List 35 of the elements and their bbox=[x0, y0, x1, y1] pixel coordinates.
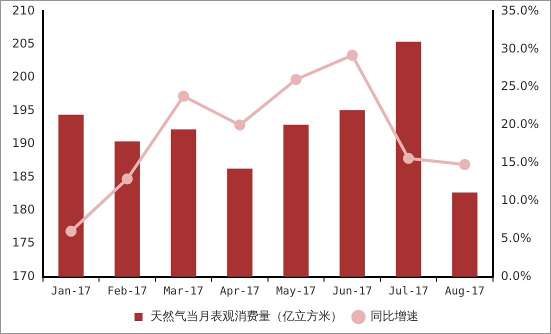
point bbox=[459, 158, 470, 170]
y2-tick-label: 15.0% bbox=[500, 155, 540, 170]
y-tick-label: 200 bbox=[12, 70, 35, 84]
x-tick-label: Apr-17 bbox=[220, 284, 260, 298]
x-tick-label: Jul-17 bbox=[388, 284, 428, 298]
x-tick-label: Jun-17 bbox=[332, 284, 372, 298]
y2-tick-label: 20.0% bbox=[500, 117, 540, 132]
y-tick-label: 195 bbox=[12, 102, 35, 117]
y-tick-label: 175 bbox=[12, 236, 35, 250]
point bbox=[122, 173, 133, 184]
point bbox=[346, 50, 358, 61]
y2-tick-label: 35.0% bbox=[500, 3, 540, 18]
point bbox=[290, 74, 302, 85]
x-tick-label: Mar-17 bbox=[164, 284, 204, 298]
point bbox=[234, 120, 246, 131]
y2-tick-label: 30.0% bbox=[500, 41, 540, 56]
y-tick-label: 205 bbox=[12, 36, 35, 51]
point bbox=[66, 226, 77, 237]
point bbox=[178, 90, 190, 102]
x-tick-label: Feb-17 bbox=[107, 284, 148, 298]
y2-tick-label: 25.0% bbox=[500, 79, 540, 94]
point bbox=[403, 152, 414, 164]
legend-label: 天然气当月表观消费量（亿立方米） bbox=[150, 309, 342, 324]
y-tick-label: 170 bbox=[12, 268, 35, 283]
y-tick-label: 180 bbox=[12, 202, 35, 217]
x-tick-label: Aug-17 bbox=[444, 284, 485, 298]
y-tick-label: 210 bbox=[12, 3, 35, 18]
y2-tick-label: 0.0% bbox=[500, 268, 532, 283]
y2-tick-label: 10.0% bbox=[500, 193, 540, 208]
x-tick-label: May-17 bbox=[276, 284, 316, 298]
x-tick-label: Jan-17 bbox=[51, 284, 91, 298]
y-tick-label: 190 bbox=[12, 136, 35, 150]
legend-label: 同比增速 bbox=[370, 309, 418, 324]
y-tick-label: 185 bbox=[12, 169, 35, 184]
y2-tick-label: 5.0% bbox=[500, 230, 532, 245]
